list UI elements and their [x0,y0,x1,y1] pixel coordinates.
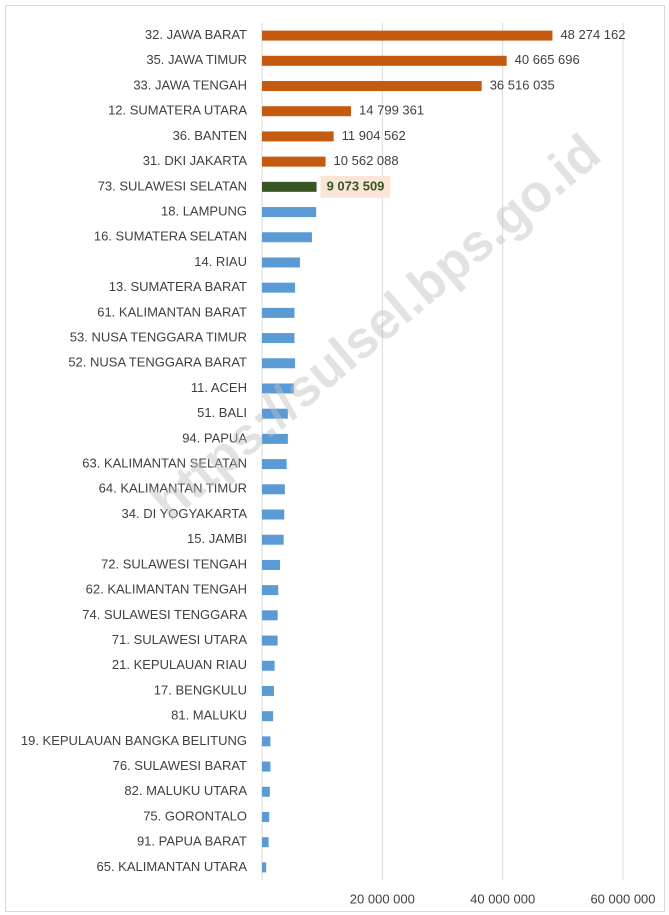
bar [262,509,285,520]
y-tick-label: 18. LAMPUNG [161,203,247,218]
y-tick-label: 17. BENGKULU [154,682,247,697]
bars [262,30,553,873]
value-label: 14 799 361 [359,103,424,118]
bar [262,685,275,696]
y-tick-label: 65. KALIMANTAN UTARA [97,859,248,874]
y-tick-label: 15. JAMBI [187,531,247,546]
bar [262,156,326,167]
bar [262,635,278,646]
bar [262,408,288,419]
y-tick-label: 13. SUMATERA BARAT [109,279,247,294]
bar [262,207,317,218]
y-tick-label: 11. ACEH [191,380,247,395]
y-tick-label: 36. BANTEN [173,128,247,143]
value-label: 10 562 088 [334,153,399,168]
y-tick-label: 73. SULAWESI SELATAN [98,178,247,193]
y-tick-label: 75. GORONTALO [143,808,247,823]
bar [262,610,278,621]
bar [262,333,295,344]
y-tick-label: 52. NUSA TENGGARA BARAT [68,355,247,370]
y-tick-label: 21. KEPULAUAN RIAU [112,657,247,672]
value-label: 9 073 509 [327,178,385,193]
y-tick-label: 31. DKI JAKARTA [143,153,248,168]
grid [261,23,624,880]
value-label: 11 904 562 [342,128,406,143]
y-tick-label: 32. JAWA BARAT [145,27,247,42]
y-tick-label: 64. KALIMANTAN TIMUR [99,481,247,496]
y-tick-label: 81. MALUKU [171,708,247,723]
bar [262,786,270,797]
bar [262,736,271,747]
label-highlight [320,175,391,198]
labels: 20 000 000 40 000 000 60 000 000 32. JAWA B… [21,27,656,906]
bar [262,81,482,92]
y-tick-label: 94. PAPUA [182,430,247,445]
bar [262,484,285,495]
bar [262,660,275,671]
bar [262,862,267,873]
bar [262,307,295,318]
chart-frame [5,5,665,912]
y-tick-label: 74. SULAWESI TENGGARA [82,607,247,622]
y-tick-label: 82. MALUKU UTARA [124,783,247,798]
x-tick-label: 20 000 000 [350,891,415,906]
bar [262,433,288,444]
bar [262,811,270,822]
value-label: 40 665 696 [515,52,580,67]
bar [262,131,334,142]
y-tick-label: 76. SULAWESI BARAT [113,758,247,773]
bar [262,106,352,117]
y-tick-label: 34. DI YOGYAKARTA [122,506,248,521]
bar [262,55,507,66]
x-tick-label: 40 000 000 [470,891,535,906]
y-tick-label: 33. JAWA TENGAH [133,77,247,92]
bar [262,559,281,570]
y-tick-label: 51. BALI [197,405,247,420]
bar [262,383,294,394]
bar [262,761,271,772]
y-tick-label: 71. SULAWESI UTARA [112,632,247,647]
y-tick-label: 63. KALIMANTAN SELATAN [82,456,247,471]
bar [262,459,287,470]
bar [262,282,296,293]
y-tick-label: 16. SUMATERA SELATAN [94,229,247,244]
value-label: 36 516 035 [490,77,555,92]
y-tick-label: 14. RIAU [194,254,247,269]
y-tick-label: 62. KALIMANTAN TENGAH [86,582,247,597]
y-tick-label: 19. KEPULAUAN BANGKA BELITUNG [21,733,247,748]
y-tick-label: 53. NUSA TENGGARA TIMUR [70,330,247,345]
y-tick-label: 91. PAPUA BARAT [137,834,247,849]
bar [262,358,296,369]
bar [262,534,284,545]
value-label: 48 274 162 [560,27,625,42]
x-tick-label: 60 000 000 [590,891,655,906]
bar [262,585,279,596]
bar [262,30,553,41]
bar [262,232,312,243]
y-tick-label: 61. KALIMANTAN BARAT [97,304,247,319]
y-tick-label: 35. JAWA TIMUR [146,52,247,67]
bar [262,181,317,192]
y-tick-label: 12. SUMATERA UTARA [108,103,247,118]
bar [262,257,300,268]
bar [262,837,269,848]
y-tick-label: 72. SULAWESI TENGAH [101,556,247,571]
bar [262,711,274,722]
